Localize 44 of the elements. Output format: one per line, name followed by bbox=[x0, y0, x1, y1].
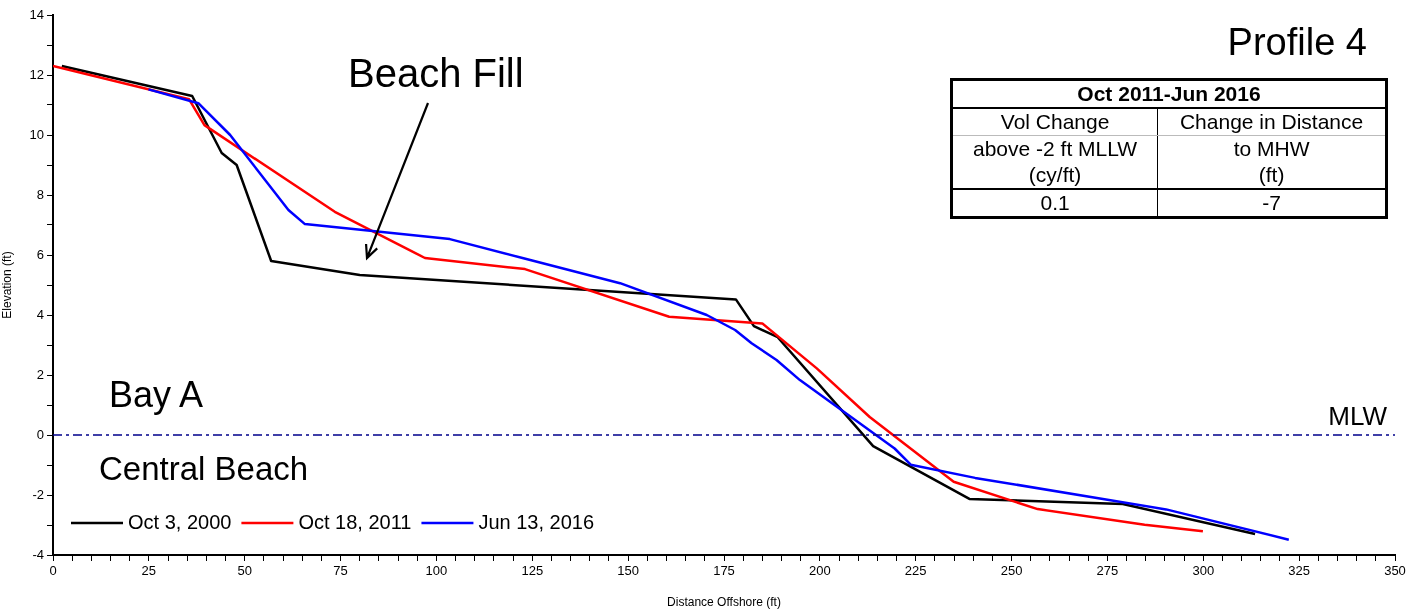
annotation: to MHW bbox=[1157, 135, 1387, 162]
annotation: 0.1 bbox=[951, 189, 1158, 218]
annotation: Central Beach bbox=[99, 450, 309, 487]
y-tick-label: 14 bbox=[29, 6, 44, 22]
x-tick-label: 50 bbox=[237, 563, 252, 579]
legend-label: Jun 13, 2016 bbox=[478, 510, 595, 533]
y-axis-title: Elevation (ft) bbox=[0, 251, 14, 319]
legend-label: Oct 18, 2011 bbox=[298, 510, 412, 533]
annotation: Profile 4 bbox=[1227, 21, 1367, 63]
y-tick-label: 6 bbox=[36, 246, 44, 262]
y-tick-label: -4 bbox=[32, 546, 44, 562]
annotation: (cy/ft) bbox=[951, 162, 1158, 189]
x-tick-label: 250 bbox=[1000, 563, 1023, 579]
x-tick-label: 275 bbox=[1096, 563, 1119, 579]
annotation: Change in Distance bbox=[1157, 108, 1387, 136]
x-tick-label: 75 bbox=[333, 563, 348, 579]
y-tick-label: 12 bbox=[29, 66, 44, 82]
annotation: -7 bbox=[1157, 189, 1387, 218]
x-tick-label: 25 bbox=[141, 563, 157, 579]
y-tick-label: 0 bbox=[36, 426, 44, 442]
x-tick-label: 225 bbox=[904, 563, 927, 579]
annotation: Oct 2011-Jun 2016 bbox=[951, 79, 1387, 108]
x-tick-label: 200 bbox=[809, 563, 831, 579]
x-tick-label: 125 bbox=[521, 563, 544, 579]
x-tick-label: 0 bbox=[49, 563, 57, 579]
x-tick-label: 325 bbox=[1288, 563, 1310, 579]
y-tick-label: 8 bbox=[36, 186, 44, 202]
annotation: Bay A bbox=[109, 374, 204, 415]
x-tick-label: 100 bbox=[425, 563, 448, 579]
x-tick-label: 175 bbox=[713, 563, 735, 579]
x-tick-label: 300 bbox=[1192, 563, 1215, 579]
annotation: (ft) bbox=[1157, 162, 1387, 189]
annotation: Beach Fill bbox=[348, 51, 524, 95]
x-tick-label: 150 bbox=[617, 563, 639, 579]
annotation: Vol Change bbox=[951, 108, 1158, 136]
legend-label: Oct 3, 2000 bbox=[128, 510, 232, 533]
ref-line-label: MLW bbox=[1328, 401, 1388, 432]
x-axis-title: Distance Offshore (ft) bbox=[667, 595, 781, 610]
y-tick-label: 2 bbox=[36, 366, 44, 382]
y-tick-label: 4 bbox=[36, 306, 44, 322]
y-tick-label: -2 bbox=[32, 486, 44, 502]
y-tick-label: 10 bbox=[29, 126, 44, 142]
x-tick-label: 350 bbox=[1384, 563, 1406, 579]
annotation: above -2 ft MLLW bbox=[951, 135, 1158, 162]
